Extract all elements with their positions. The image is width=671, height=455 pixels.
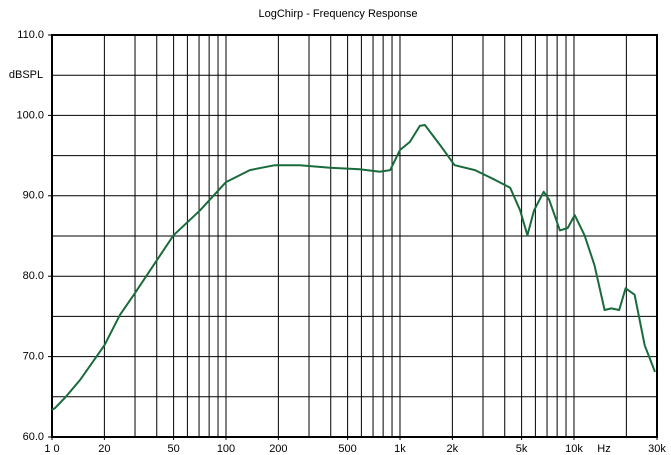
y-tick-label: 60.0 [23,431,44,443]
y-tick-label: 100.0 [16,109,44,121]
y-tick-label: 90.0 [23,190,44,202]
y-tick-label: 70.0 [23,351,44,363]
x-tick-label: 2k [447,443,459,455]
x-axis-label: Hz [597,443,610,455]
x-tick-label: 1 0 [44,443,59,455]
y-tick-label: 80.0 [23,270,44,282]
x-tick-label: 200 [269,443,287,455]
y-axis-label: dBSPL [9,69,43,81]
x-tick-label: 50 [167,443,179,455]
plot-frame [51,34,658,438]
x-tick-label: 20 [98,443,110,455]
y-tick-label: 110.0 [17,29,44,41]
x-tick-label: 10k [565,443,583,455]
x-tick-label: 5k [516,443,528,455]
response-line [51,124,656,411]
x-tick-label: 100 [217,443,235,455]
x-tick-label: 500 [338,443,356,455]
x-tick-label: 30k [648,443,666,455]
chart-title: LogChirp - Frequency Response [259,8,418,20]
x-tick-label: 1k [394,443,406,455]
